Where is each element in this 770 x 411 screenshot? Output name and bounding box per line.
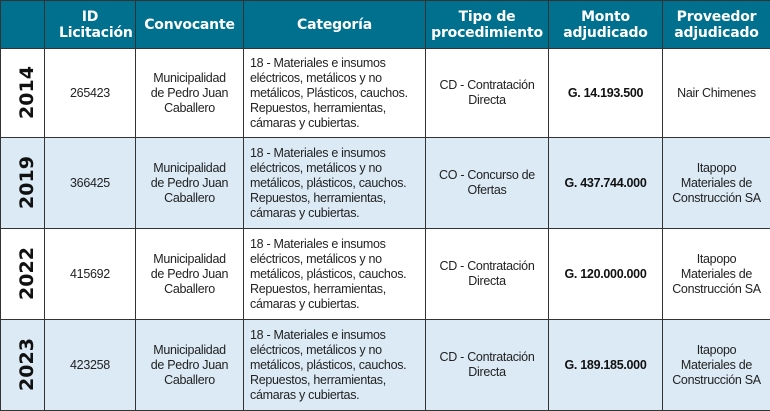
year-label: 2022	[20, 247, 35, 300]
header-year	[1, 1, 45, 49]
header-monto: Monto adjudicado	[549, 1, 663, 49]
monto-cell: G. 437.744.000	[549, 138, 663, 229]
categoria-cell: 18 - Materiales e insumos eléctricos, me…	[244, 320, 426, 411]
id-cell: 265423	[45, 49, 136, 138]
convocante-cell: Municipalidad de Pedro Juan Caballero	[136, 138, 244, 229]
id-cell: 366425	[45, 138, 136, 229]
monto-cell: G. 120.000.000	[549, 229, 663, 320]
header-tipo: Tipo de procedimiento	[426, 1, 549, 49]
convocante-cell: Municipalidad de Pedro Juan Caballero	[136, 229, 244, 320]
monto-cell: G. 14.193.500	[549, 49, 663, 138]
proveedor-cell: Itapopo Materiales de Construcción SA	[663, 138, 770, 229]
categoria-cell: 18 - Materiales e insumos eléctricos, me…	[244, 49, 426, 138]
categoria-cell: 18 - Materiales e insumos eléctricos, me…	[244, 138, 426, 229]
id-cell: 423258	[45, 320, 136, 411]
header-categoria: Categoría	[244, 1, 426, 49]
convocante-cell: Municipalidad de Pedro Juan Caballero	[136, 49, 244, 138]
tipo-cell: CD - Contratación Directa	[426, 320, 549, 411]
proveedor-cell: Itapopo Materiales de Construcción SA	[663, 320, 770, 411]
id-cell: 415692	[45, 229, 136, 320]
convocante-cell: Municipalidad de Pedro Juan Caballero	[136, 320, 244, 411]
header-row: ID Licitación Convocante Categoría Tipo …	[1, 1, 770, 49]
proveedor-cell: Nair Chimenes	[663, 49, 770, 138]
year-cell: 2023	[1, 320, 45, 411]
year-cell: 2014	[1, 49, 45, 138]
tipo-cell: CD - Contratación Directa	[426, 49, 549, 138]
monto-cell: G. 189.185.000	[549, 320, 663, 411]
year-label: 2023	[20, 338, 35, 391]
header-id: ID Licitación	[45, 1, 136, 49]
year-label: 2014	[20, 66, 35, 119]
tipo-cell: CD - Contratación Directa	[426, 229, 549, 320]
tipo-cell: CO - Concurso de Ofertas	[426, 138, 549, 229]
year-cell: 2019	[1, 138, 45, 229]
proveedor-cell: Itapopo Materiales de Construcción SA	[663, 229, 770, 320]
categoria-cell: 18 - Materiales e insumos eléctricos, me…	[244, 229, 426, 320]
header-proveedor: Proveedor adjudicado	[663, 1, 770, 49]
year-cell: 2022	[1, 229, 45, 320]
header-convocante: Convocante	[136, 1, 244, 49]
year-label: 2019	[20, 156, 35, 209]
